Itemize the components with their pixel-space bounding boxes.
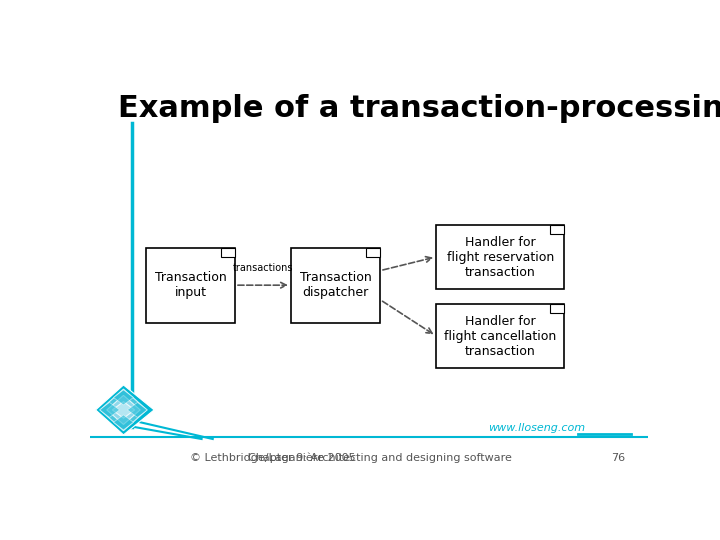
Polygon shape [100, 389, 147, 431]
Polygon shape [112, 402, 135, 418]
FancyBboxPatch shape [366, 248, 380, 257]
Text: © Lethbridge/Laganière 2005: © Lethbridge/Laganière 2005 [190, 453, 356, 463]
Polygon shape [114, 390, 133, 405]
FancyBboxPatch shape [550, 304, 564, 313]
Polygon shape [114, 415, 133, 430]
Text: Handler for
flight reservation
transaction: Handler for flight reservation transacti… [446, 235, 554, 279]
FancyBboxPatch shape [291, 248, 380, 322]
Polygon shape [96, 385, 154, 435]
FancyBboxPatch shape [145, 248, 235, 322]
Text: 76: 76 [611, 453, 626, 463]
Text: Example of a transaction-processing system: Example of a transaction-processing syst… [118, 94, 720, 123]
FancyBboxPatch shape [436, 304, 564, 368]
Polygon shape [127, 402, 148, 417]
Text: Transaction
input: Transaction input [155, 271, 226, 299]
FancyBboxPatch shape [436, 225, 564, 289]
Text: Chapter 9: Architecting and designing software: Chapter 9: Architecting and designing so… [248, 453, 512, 463]
Polygon shape [99, 402, 120, 417]
Polygon shape [107, 395, 140, 424]
Text: transactions: transactions [233, 262, 293, 273]
Text: www.lloseng.com: www.lloseng.com [488, 423, 585, 433]
FancyBboxPatch shape [550, 225, 564, 234]
Text: Transaction
dispatcher: Transaction dispatcher [300, 271, 372, 299]
FancyBboxPatch shape [221, 248, 235, 257]
Text: Handler for
flight cancellation
transaction: Handler for flight cancellation transact… [444, 315, 557, 357]
